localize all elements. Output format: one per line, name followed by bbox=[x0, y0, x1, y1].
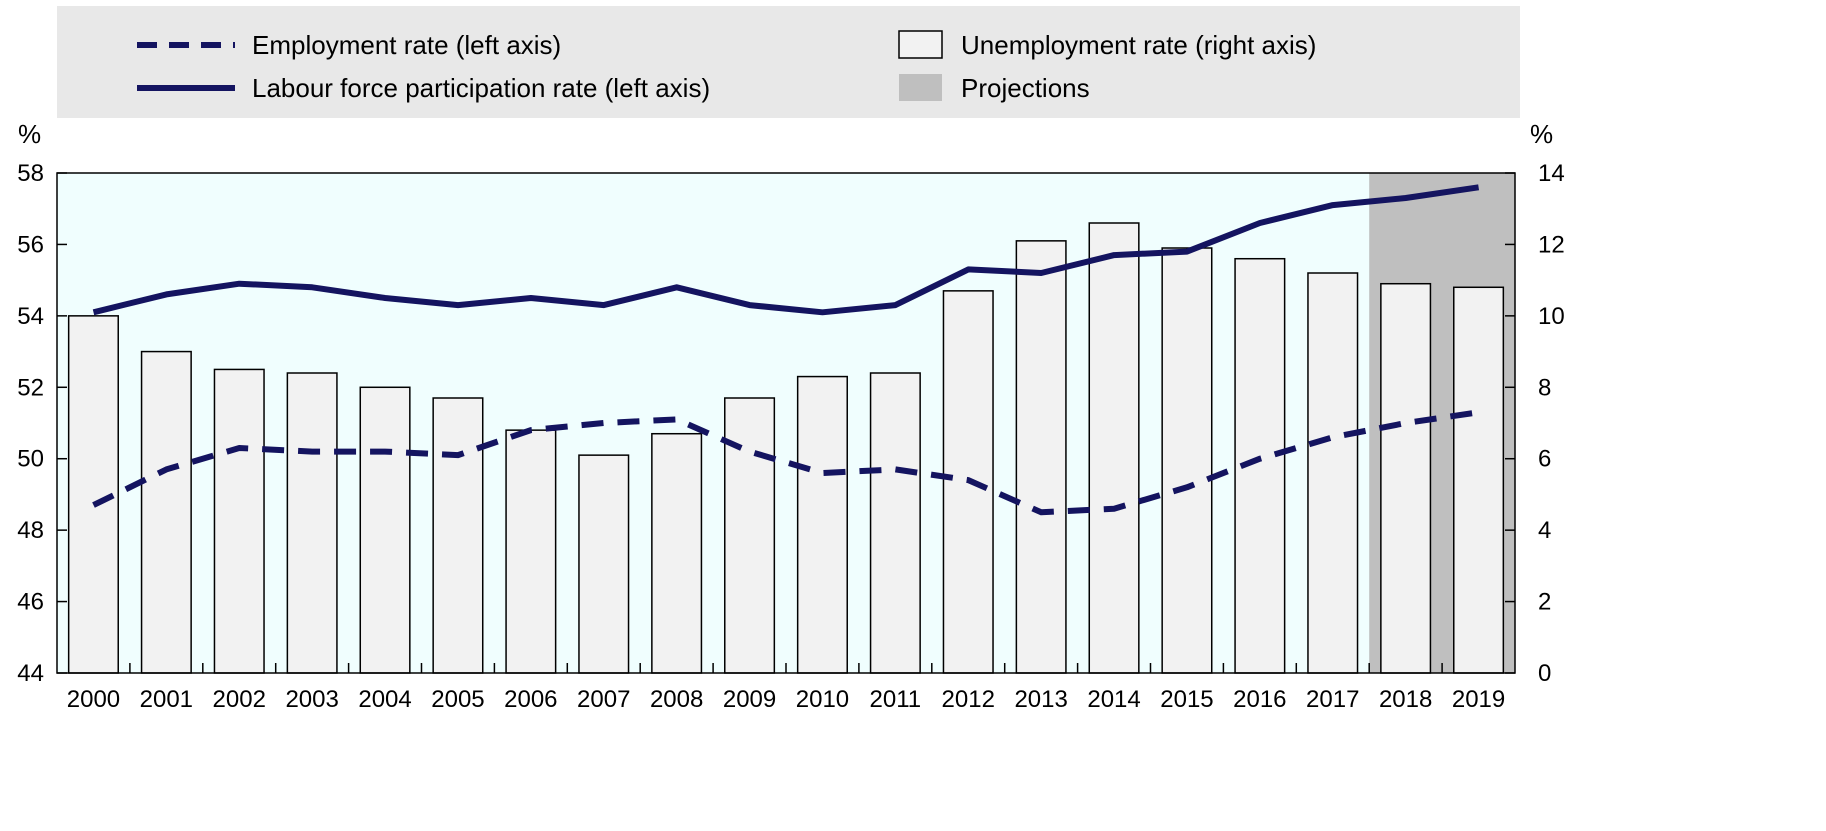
bar-unemployment-2001 bbox=[140, 350, 192, 674]
x-tick-label-2009: 2009 bbox=[723, 686, 776, 713]
right-tick-label: 6 bbox=[1538, 446, 1551, 473]
left-tick-label: 48 bbox=[17, 517, 44, 544]
x-tick-label-2007: 2007 bbox=[577, 686, 630, 713]
bar-unemployment-2014 bbox=[1088, 222, 1140, 674]
legend-swatch-projections bbox=[899, 74, 942, 101]
x-tick-label-2017: 2017 bbox=[1306, 686, 1359, 713]
legend-swatch-unemployment bbox=[898, 30, 943, 59]
right-tick-label: 8 bbox=[1538, 374, 1551, 401]
x-axis: 2000 2001 2002 2003 2004 2005 2006 2007 2008 2009… bbox=[67, 663, 1505, 713]
left-tick-label: 44 bbox=[17, 660, 44, 687]
left-tick-label: 56 bbox=[17, 231, 44, 258]
left-tick-label: 46 bbox=[17, 589, 44, 616]
x-tick-label-2016: 2016 bbox=[1233, 686, 1286, 713]
x-tick-label-2012: 2012 bbox=[942, 686, 995, 713]
x-tick-label-2003: 2003 bbox=[285, 686, 338, 713]
legend: Employment rate (left axis) Labour force… bbox=[57, 6, 1520, 118]
x-tick-label-2001: 2001 bbox=[140, 686, 193, 713]
bar-unemployment-2009 bbox=[724, 397, 776, 674]
left-tick-label: 58 bbox=[17, 160, 44, 187]
bar-unemployment-2002 bbox=[213, 368, 265, 674]
bar-unemployment-2008 bbox=[651, 432, 703, 674]
employment-rate-line bbox=[92, 409, 1480, 516]
bar-unemployment-2017 bbox=[1307, 272, 1359, 674]
bar-unemployment-2010 bbox=[796, 375, 848, 674]
right-tick-label: 4 bbox=[1538, 517, 1551, 544]
left-axis: 44 46 48 50 52 54 56 58 bbox=[17, 160, 67, 687]
bar-unemployment-2011 bbox=[869, 372, 921, 674]
bar-unemployment-2005 bbox=[432, 397, 484, 674]
x-tick-label-2019: 2019 bbox=[1452, 686, 1505, 713]
left-tick-label: 52 bbox=[17, 374, 44, 401]
x-tick-label-2004: 2004 bbox=[358, 686, 411, 713]
bar-unemployment-2006 bbox=[505, 429, 557, 674]
right-tick-label: 14 bbox=[1538, 160, 1565, 187]
right-tick-label: 10 bbox=[1538, 303, 1565, 330]
bar-unemployment-2007 bbox=[578, 454, 630, 674]
x-tick-label-2008: 2008 bbox=[650, 686, 703, 713]
legend-background bbox=[57, 6, 1520, 118]
left-tick-label: 50 bbox=[17, 446, 44, 473]
right-tick-label: 0 bbox=[1538, 660, 1551, 687]
bar-unemployment-2013 bbox=[1015, 240, 1067, 674]
right-tick-label: 12 bbox=[1538, 231, 1565, 258]
left-axis-unit: % bbox=[18, 119, 41, 149]
participation-rate-line bbox=[92, 184, 1480, 316]
x-tick-label-2010: 2010 bbox=[796, 686, 849, 713]
bar-unemployment-2018 bbox=[1380, 282, 1432, 674]
legend-label-participation: Labour force participation rate (left ax… bbox=[252, 73, 710, 103]
x-tick-label-2002: 2002 bbox=[213, 686, 266, 713]
legend-label-projections: Projections bbox=[961, 73, 1090, 103]
plot-background bbox=[57, 173, 1515, 673]
right-tick-label: 2 bbox=[1538, 589, 1551, 616]
x-tick-label-2018: 2018 bbox=[1379, 686, 1432, 713]
left-tick-label: 54 bbox=[17, 303, 44, 330]
bar-unemployment-2004 bbox=[359, 386, 411, 674]
unemployment-bars bbox=[67, 222, 1505, 674]
right-axis: 0 2 4 6 8 10 12 14 bbox=[1505, 160, 1565, 687]
x-tick-label-2015: 2015 bbox=[1160, 686, 1213, 713]
x-tick-label-2013: 2013 bbox=[1014, 686, 1067, 713]
legend-label-employment: Employment rate (left axis) bbox=[252, 30, 561, 60]
legend-label-unemployment: Unemployment rate (right axis) bbox=[961, 30, 1316, 60]
x-tick-label-2005: 2005 bbox=[431, 686, 484, 713]
x-tick-label-2006: 2006 bbox=[504, 686, 557, 713]
x-tick-label-2014: 2014 bbox=[1087, 686, 1140, 713]
x-tick-label-2000: 2000 bbox=[67, 686, 120, 713]
bar-unemployment-2019 bbox=[1453, 286, 1505, 674]
bar-unemployment-2015 bbox=[1161, 247, 1213, 674]
bar-unemployment-2003 bbox=[286, 372, 338, 674]
x-tick-label-2011: 2011 bbox=[870, 686, 922, 713]
rate-lines bbox=[92, 184, 1480, 516]
right-axis-unit: % bbox=[1530, 119, 1553, 149]
